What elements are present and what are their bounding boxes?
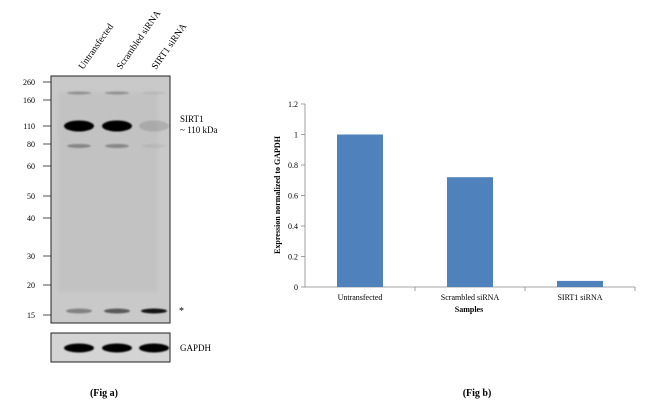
faint-band bbox=[67, 91, 91, 95]
lane-labels: Untransfected Scrambled siRNA SIRT1 siRN… bbox=[76, 9, 189, 72]
mw-marker-label: 110 bbox=[23, 122, 35, 131]
x-tick-label: Untransfected bbox=[338, 293, 383, 302]
low-mw-band bbox=[141, 308, 167, 314]
lane-label-sirt1-sirna: SIRT1 siRNA bbox=[150, 22, 189, 72]
mw-marker-label: 160 bbox=[23, 96, 35, 105]
sirt1-band bbox=[139, 120, 169, 132]
gapdh-band bbox=[139, 343, 169, 353]
y-tick-label: 1 bbox=[294, 131, 298, 140]
x-axis-title: Samples bbox=[455, 305, 483, 314]
bar-chart-figure: 0 0.2 0.4 0.6 0.8 1 1.2 Untransfected Scrambled… bbox=[273, 100, 636, 399]
faint-band bbox=[105, 144, 129, 148]
sirt1-band bbox=[102, 120, 132, 132]
low-mw-band bbox=[66, 308, 92, 314]
bar-sirt1-sirna bbox=[557, 280, 603, 287]
band-label-kda: ~ 110 kDa bbox=[180, 125, 218, 135]
faint-band bbox=[142, 144, 166, 148]
gapdh-band bbox=[64, 343, 94, 353]
bar-untransfected bbox=[337, 134, 383, 287]
fig-b-caption: (Fig b) bbox=[463, 388, 492, 399]
y-tick-label: 1.2 bbox=[288, 100, 298, 109]
bar-scrambled-sirna bbox=[447, 177, 493, 287]
x-tick-labels: Untransfected Scrambled siRNA SIRT1 siRNA bbox=[338, 293, 603, 302]
gapdh-band bbox=[102, 343, 132, 353]
nonspecific-band-asterisk: * bbox=[179, 306, 184, 317]
gapdh-bands bbox=[64, 343, 169, 353]
faint-band bbox=[142, 91, 166, 95]
x-axis bbox=[305, 286, 636, 291]
bars bbox=[337, 134, 603, 287]
y-axis: 0 0.2 0.4 0.6 0.8 1 1.2 bbox=[288, 100, 306, 292]
faint-band bbox=[105, 91, 129, 95]
sirt1-band bbox=[64, 120, 94, 132]
fig-a-caption: (Fig a) bbox=[90, 388, 118, 399]
lane-label-untransfected: Untransfected bbox=[76, 22, 116, 72]
western-blot-figure: Untransfected Scrambled siRNA SIRT1 siRN… bbox=[23, 9, 218, 399]
y-tick-label: 0.6 bbox=[288, 192, 298, 201]
blot-bands bbox=[64, 91, 169, 314]
x-tick-label: Scrambled siRNA bbox=[441, 293, 500, 302]
faint-band bbox=[67, 144, 91, 148]
band-label-sirt1: SIRT1 bbox=[180, 114, 203, 124]
y-axis-title: Expression normalized to GAPDH bbox=[273, 135, 282, 254]
y-tick-label: 0.2 bbox=[288, 253, 298, 262]
mw-marker-label: 60 bbox=[27, 162, 35, 171]
gapdh-label: GAPDH bbox=[180, 343, 212, 353]
y-tick-label: 0.8 bbox=[288, 161, 298, 170]
mw-marker-label: 20 bbox=[27, 281, 35, 290]
y-tick-label: 0 bbox=[294, 283, 298, 292]
mw-marker-label: 260 bbox=[23, 78, 35, 87]
mw-marker-label: 30 bbox=[27, 252, 35, 261]
low-mw-band bbox=[104, 308, 130, 314]
y-tick-label: 0.4 bbox=[288, 222, 298, 231]
mw-marker-label: 40 bbox=[27, 214, 35, 223]
x-tick-label: SIRT1 siRNA bbox=[557, 293, 602, 302]
mw-markers: 260 160 110 80 60 50 40 30 20 15 bbox=[23, 78, 51, 320]
mw-marker-label: 50 bbox=[27, 192, 35, 201]
mw-marker-label: 80 bbox=[27, 140, 35, 149]
mw-marker-label: 15 bbox=[27, 311, 35, 320]
